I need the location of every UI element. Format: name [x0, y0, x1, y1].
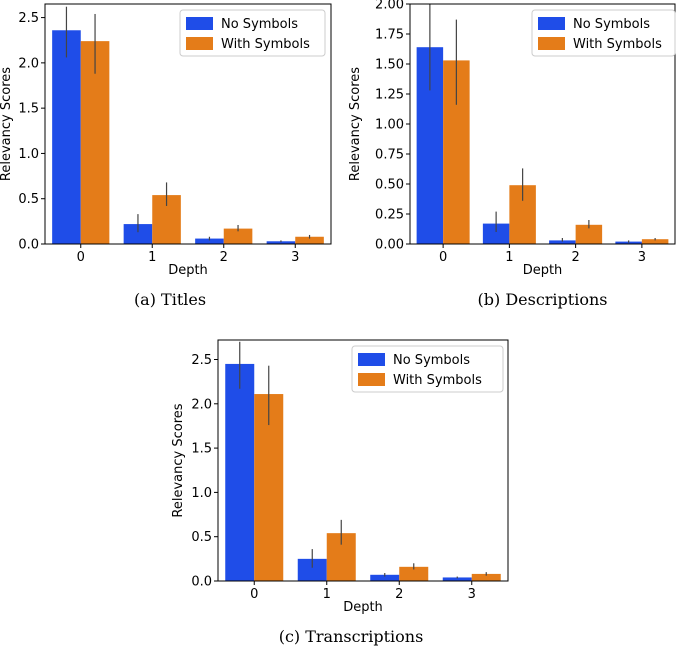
bar-with-symbols-depth-2 [399, 566, 429, 581]
bar-no-symbols-depth-1 [123, 224, 153, 244]
x-axis-label: Depth [523, 263, 563, 278]
legend-label: With Symbols [393, 373, 482, 388]
y-tick-label: 0.25 [375, 208, 404, 223]
x-tick-label: 3 [291, 250, 299, 265]
y-tick-label: 1.5 [191, 442, 212, 457]
y-tick-label: 0.0 [191, 575, 212, 590]
x-tick-label: 3 [638, 250, 646, 265]
bar-with-symbols-depth-2 [575, 224, 603, 244]
bar-no-symbols-depth-1 [482, 223, 510, 244]
y-tick-label: 0.50 [375, 178, 404, 193]
y-tick-label: 0.00 [375, 238, 404, 253]
legend-swatch [358, 373, 385, 386]
x-tick-label: 1 [323, 587, 331, 602]
x-tick-label: 2 [571, 250, 579, 265]
bar-with-symbols-depth-2 [223, 228, 253, 244]
x-tick-label: 0 [77, 250, 85, 265]
y-tick-label: 0.5 [18, 192, 39, 207]
x-tick-label: 0 [250, 587, 258, 602]
x-tick-label: 0 [439, 250, 447, 265]
legend-box [351, 345, 504, 393]
legend-swatch [538, 17, 565, 30]
legend-box [179, 9, 326, 57]
legend-label: No Symbols [393, 353, 470, 368]
legend-swatch [538, 37, 565, 50]
bar-with-symbols-depth-3 [471, 573, 501, 581]
panel-caption: (b) Descriptions [478, 290, 608, 309]
legend-swatch [358, 353, 385, 366]
axes-frame [217, 339, 509, 582]
bar-no-symbols-depth-2 [195, 238, 224, 244]
y-tick-label: 1.25 [375, 88, 404, 103]
y-tick-label: 2.00 [375, 0, 404, 13]
y-tick-label: 1.75 [375, 28, 404, 43]
legend-label: With Symbols [221, 37, 310, 52]
bar-with-symbols-depth-3 [641, 239, 669, 244]
legend-box [531, 9, 676, 57]
y-tick-label: 2.5 [191, 353, 212, 368]
legend-swatch [186, 17, 213, 30]
bar-no-symbols-depth-2 [549, 240, 576, 244]
legend-label: No Symbols [573, 17, 650, 32]
y-tick-label: 1.50 [375, 58, 404, 73]
bar-no-symbols-depth-1 [297, 558, 327, 581]
bar-with-symbols-depth-0 [254, 394, 284, 581]
x-tick-label: 2 [395, 587, 403, 602]
x-axis-label: Depth [168, 263, 208, 278]
panel-caption: (a) Titles [134, 290, 206, 309]
axes-frame [44, 3, 332, 245]
chart-panel-2: 0.0 0.5 1.0 1.5 2.0 2.5 0 1 2 3 Depth Relevancy Sco… [171, 339, 509, 646]
chart-panel-0: 0.0 0.5 1.0 1.5 2.0 2.5 0 1 2 3 Depth Relevancy Sco… [0, 3, 332, 309]
bar-with-symbols-depth-3 [295, 236, 324, 244]
y-tick-label: 0.75 [375, 148, 404, 163]
legend-swatch [186, 37, 213, 50]
y-tick-label: 1.00 [375, 118, 404, 133]
x-tick-label: 1 [148, 250, 156, 265]
y-axis-label: Relevancy Scores [171, 403, 186, 517]
y-axis-label: Relevancy Scores [348, 67, 363, 181]
y-tick-label: 0.5 [191, 530, 212, 545]
bar-with-symbols-depth-0 [80, 41, 110, 244]
bar-no-symbols-depth-3 [442, 577, 472, 581]
bar-no-symbols-depth-2 [370, 574, 400, 581]
legend-label: No Symbols [221, 17, 298, 32]
legend-label: With Symbols [573, 37, 662, 52]
y-tick-label: 2.0 [191, 397, 212, 412]
bar-no-symbols-depth-0 [52, 30, 81, 245]
x-axis-label: Depth [343, 600, 383, 615]
bar-no-symbols-depth-0 [225, 363, 255, 581]
y-tick-label: 2.0 [18, 56, 39, 71]
x-tick-label: 2 [220, 250, 228, 265]
x-tick-label: 3 [468, 587, 476, 602]
y-tick-label: 0.0 [18, 238, 39, 253]
bar-no-symbols-depth-3 [266, 241, 296, 244]
y-tick-label: 1.0 [191, 486, 212, 501]
y-axis-label: Relevancy Scores [0, 67, 14, 181]
y-tick-label: 1.0 [18, 147, 39, 162]
y-tick-label: 2.5 [18, 11, 39, 26]
chart-panel-1: 0.00 0.25 0.50 0.75 1.00 1.25 1.50 1.75 2.00 0 1 2 3… [348, 0, 676, 309]
y-tick-label: 1.5 [18, 102, 39, 117]
x-tick-label: 1 [505, 250, 513, 265]
panel-caption: (c) Transcriptions [279, 627, 424, 646]
